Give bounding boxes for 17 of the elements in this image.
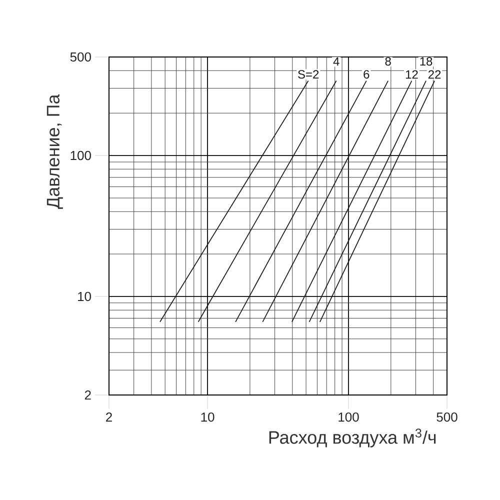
series-label: S=2 — [298, 70, 319, 79]
x-axis-title: Расход воздуха м$^{3}$/ч — [269, 428, 436, 448]
x-tick-label: 500 — [436, 412, 458, 422]
series-label: 18 — [420, 57, 432, 66]
series-label: 6 — [364, 70, 370, 79]
x-tick-label: 2 — [106, 412, 112, 422]
x-tick-label: 100 — [338, 412, 359, 422]
y-axis-title: Давление, Па — [46, 94, 63, 209]
y-tick-label: 10 — [78, 292, 91, 302]
series-label: 22 — [428, 70, 441, 79]
y-tick-label: 2 — [84, 390, 91, 400]
series-label: 4 — [333, 57, 340, 66]
series-label: 12 — [406, 70, 418, 79]
y-tick-label: 500 — [70, 52, 91, 62]
series-label: 8 — [385, 57, 391, 66]
y-tick-label: 100 — [70, 150, 91, 160]
x-tick-label: 10 — [201, 412, 214, 422]
